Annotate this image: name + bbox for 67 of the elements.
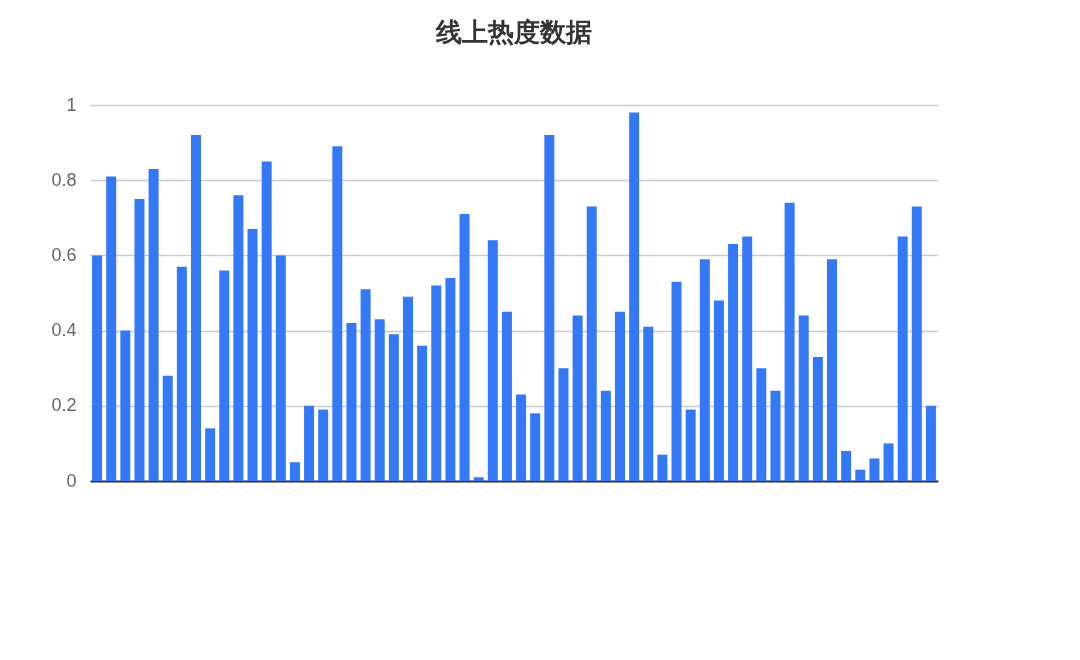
bar — [685, 409, 696, 481]
bar — [544, 135, 555, 481]
bar — [657, 454, 668, 481]
bar — [261, 161, 272, 481]
bar — [106, 176, 117, 481]
bar — [812, 356, 823, 481]
bar — [247, 229, 258, 481]
bar — [219, 270, 230, 481]
bar — [176, 266, 187, 481]
bar — [798, 315, 809, 481]
bar — [431, 285, 442, 481]
y-tick-label: 0.8 — [51, 169, 77, 190]
bar — [346, 323, 357, 481]
bar — [629, 112, 640, 481]
bar — [92, 255, 103, 481]
bar — [643, 326, 654, 481]
chart-title: 线上热度数据 — [435, 17, 592, 47]
bar — [841, 450, 852, 481]
bar — [304, 405, 315, 481]
bar — [289, 462, 300, 481]
bar — [473, 477, 484, 481]
bar — [784, 202, 795, 481]
bar — [120, 330, 131, 481]
y-tick-label: 1 — [66, 94, 77, 115]
bar — [417, 345, 428, 481]
bar — [756, 368, 767, 481]
bar — [134, 199, 145, 481]
bar — [572, 315, 583, 481]
bar — [445, 277, 456, 481]
bar — [713, 300, 724, 481]
bar — [911, 206, 922, 481]
bar — [487, 240, 498, 481]
bar — [205, 428, 216, 481]
bar — [148, 168, 159, 481]
bar — [530, 413, 541, 481]
bar — [318, 409, 329, 481]
bar — [586, 206, 597, 481]
bar — [925, 405, 936, 481]
bar — [600, 390, 611, 481]
bar — [728, 244, 739, 481]
bar — [191, 135, 201, 481]
bar — [699, 259, 710, 481]
y-tick-label: 0.6 — [51, 244, 77, 265]
bar — [388, 334, 399, 481]
bar — [403, 296, 413, 481]
bar — [233, 195, 244, 481]
y-tick-label: 0.2 — [51, 395, 77, 416]
bar — [501, 311, 512, 481]
bar — [615, 311, 625, 481]
bar — [459, 214, 470, 481]
bar — [742, 236, 753, 481]
bar — [869, 458, 880, 481]
bar — [162, 375, 173, 481]
bar — [360, 289, 371, 481]
bar — [897, 236, 908, 481]
bar — [883, 443, 894, 481]
bar — [558, 368, 569, 481]
bar — [855, 469, 866, 481]
y-tick-label: 0.4 — [51, 320, 77, 341]
bar — [827, 259, 837, 481]
bar — [770, 390, 781, 481]
bar — [516, 394, 527, 481]
bar — [332, 146, 343, 481]
bar — [671, 281, 682, 481]
bar — [275, 255, 286, 481]
bar — [374, 319, 385, 481]
y-tick-label: 0 — [66, 470, 77, 491]
